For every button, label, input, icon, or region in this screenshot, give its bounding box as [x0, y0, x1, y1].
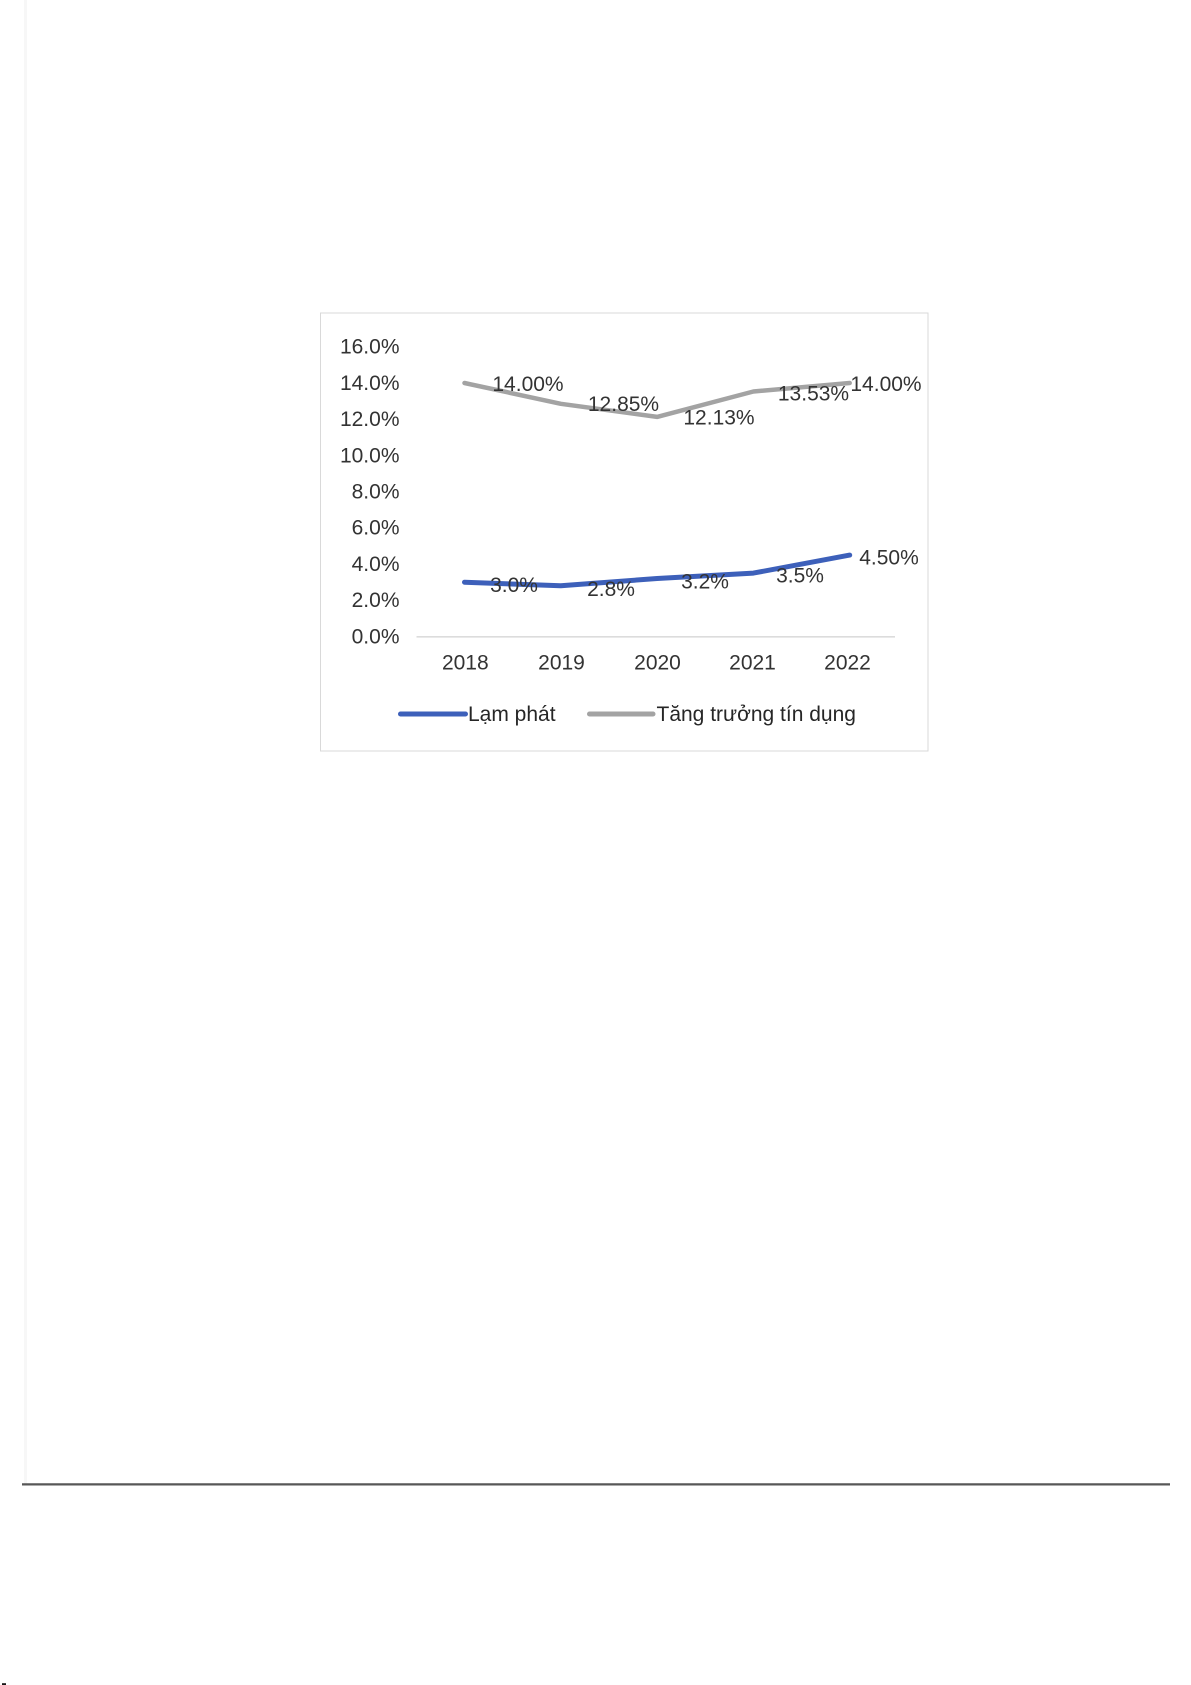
svg-text:14.00%: 14.00%: [850, 373, 921, 396]
svg-text:Tăng trưởng tín dụng: Tăng trưởng tín dụng: [657, 703, 856, 726]
svg-text:2020: 2020: [634, 652, 681, 675]
svg-text:2.8%: 2.8%: [587, 578, 635, 601]
svg-text:8.0%: 8.0%: [352, 481, 400, 504]
svg-text:14.0%: 14.0%: [340, 372, 400, 395]
svg-text:2018: 2018: [442, 652, 489, 675]
svg-text:12.13%: 12.13%: [683, 407, 754, 430]
svg-text:Lạm phát: Lạm phát: [468, 703, 556, 726]
svg-text:2.0%: 2.0%: [352, 589, 400, 612]
svg-text:4.50%: 4.50%: [859, 547, 919, 570]
svg-text:14.00%: 14.00%: [492, 373, 563, 396]
svg-text:13.53%: 13.53%: [778, 383, 849, 406]
svg-text:2022: 2022: [824, 652, 871, 675]
svg-text:4.0%: 4.0%: [352, 553, 400, 576]
svg-text:3.0%: 3.0%: [490, 574, 538, 597]
svg-text:12.85%: 12.85%: [588, 393, 659, 416]
svg-text:3.2%: 3.2%: [681, 571, 729, 594]
svg-text:3.5%: 3.5%: [776, 565, 824, 588]
svg-text:0.0%: 0.0%: [352, 625, 400, 648]
svg-text:16.0%: 16.0%: [340, 336, 400, 359]
svg-text:12.0%: 12.0%: [340, 408, 400, 431]
svg-text:10.0%: 10.0%: [340, 444, 400, 467]
svg-text:2021: 2021: [729, 652, 776, 675]
svg-text:2019: 2019: [538, 652, 585, 675]
svg-text:6.0%: 6.0%: [352, 517, 400, 540]
